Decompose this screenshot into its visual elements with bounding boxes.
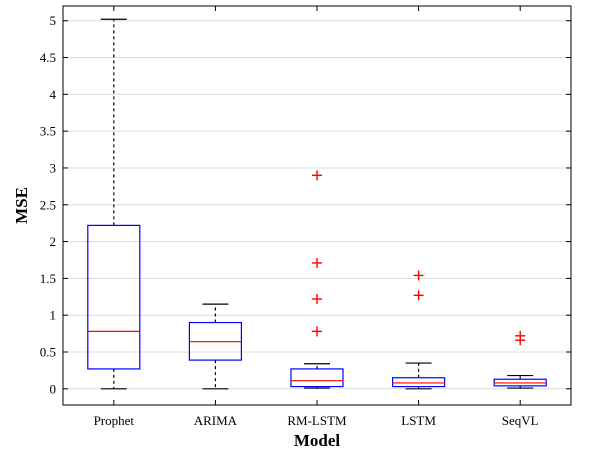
y-tick-label: 0	[50, 381, 57, 396]
x-tick-label: Prophet	[94, 413, 135, 428]
x-tick-label: ARIMA	[194, 413, 238, 428]
y-tick-label: 1.5	[40, 271, 56, 286]
y-tick-label: 2	[50, 234, 57, 249]
outlier-marker	[312, 326, 322, 337]
iqr-box	[392, 377, 446, 388]
box-arima	[188, 303, 242, 390]
x-tick-label: LSTM	[401, 413, 436, 428]
iqr-box	[290, 368, 344, 388]
y-tick-label: 1	[50, 308, 57, 323]
y-tick-label: 3.5	[40, 124, 56, 139]
boxes	[87, 18, 547, 390]
x-tick-label: SeqVL	[502, 413, 539, 428]
y-tick-label: 5	[50, 13, 57, 28]
box-seqvl	[493, 330, 547, 389]
outlier-marker	[312, 170, 322, 181]
y-axis-label: MSE	[12, 187, 31, 224]
box-lstm	[392, 270, 446, 390]
outlier-marker	[312, 293, 322, 304]
outlier-marker	[413, 290, 424, 301]
x-tick-label: RM-LSTM	[287, 413, 347, 428]
y-tick-label: 2.5	[40, 197, 56, 212]
y-tick-label: 4.5	[40, 50, 56, 65]
box-rm-lstm	[290, 170, 344, 389]
y-axis: 0 0.5 1 1.5 2 2.5 3 3.5 4 4.5 5	[40, 13, 571, 396]
box-prophet	[87, 18, 141, 390]
grid-lines	[63, 20, 571, 390]
x-axis-label: Model	[294, 431, 341, 450]
plot-frame	[62, 5, 572, 406]
iqr-box	[87, 224, 141, 370]
y-tick-label: 0.5	[40, 344, 56, 359]
y-tick-label: 3	[50, 160, 57, 175]
y-tick-label: 4	[50, 87, 57, 102]
outlier-marker	[515, 330, 526, 341]
x-axis: Prophet ARIMA RM-LSTM LSTM SeqVL	[94, 6, 539, 428]
outlier-marker	[413, 270, 424, 281]
outlier-marker	[312, 257, 322, 268]
